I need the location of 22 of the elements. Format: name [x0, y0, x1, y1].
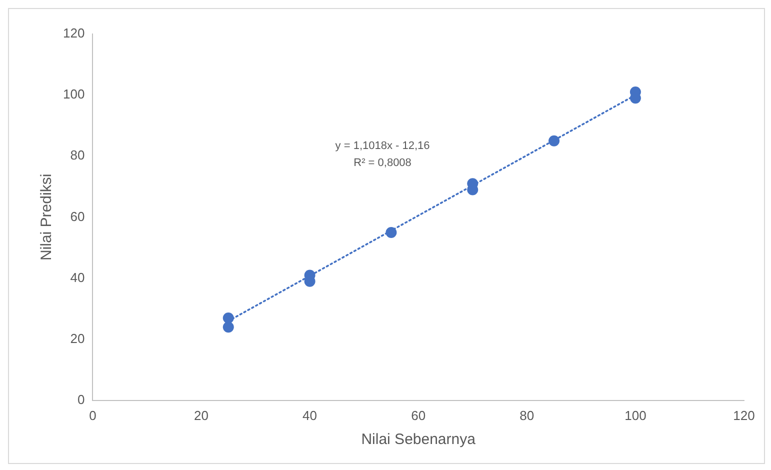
- annotation: R² = 0,8008: [354, 156, 412, 169]
- y-tick-label: 0: [77, 392, 85, 407]
- point: [386, 226, 397, 238]
- x-tick-label: 100: [624, 408, 646, 423]
- x-tick-label: 20: [194, 408, 208, 423]
- x-tick-label: 0: [89, 408, 96, 423]
- y-tick-label: 60: [70, 208, 85, 224]
- x-axis-title: Nilai Sebenarnya: [361, 431, 476, 448]
- point: [222, 312, 234, 324]
- annotation: y = 1,1018x - 12,16: [335, 140, 430, 152]
- point: [548, 135, 560, 146]
- y-tick-label: 120: [62, 26, 85, 41]
- y-tick-label: 40: [70, 270, 85, 285]
- point: [222, 322, 234, 333]
- x-tick-label: 40: [302, 408, 318, 423]
- x-tick-label: 120: [733, 408, 755, 423]
- y-tick-label: 100: [62, 86, 85, 102]
- y-axis-title: Nilai Prediksi: [38, 174, 56, 261]
- x-tick-label: 60: [411, 408, 426, 423]
- y-tick-label: 20: [70, 330, 85, 346]
- y-tick-label: 80: [70, 148, 85, 163]
- x-tick-label: 80: [520, 408, 534, 423]
